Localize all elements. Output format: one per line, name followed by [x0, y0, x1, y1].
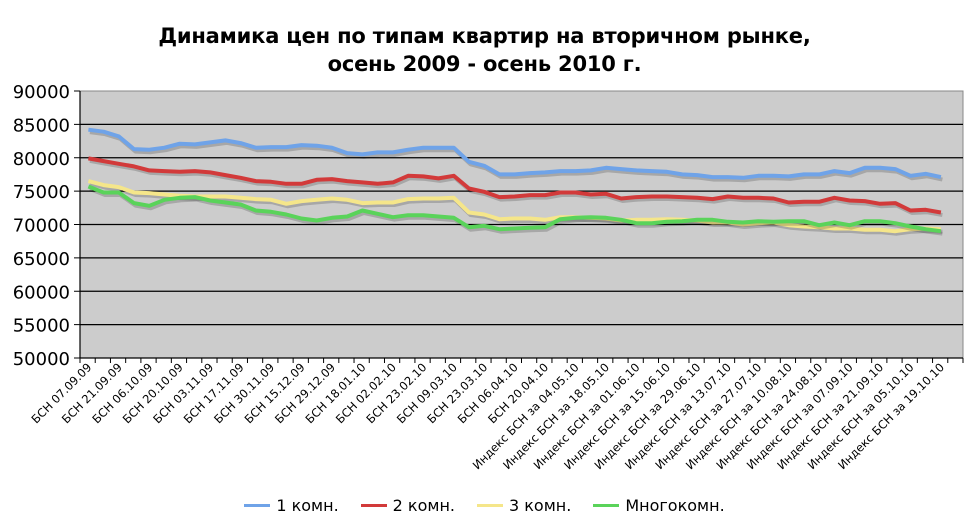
chart-title-line-2: осень 2009 - осень 2010 г.: [327, 52, 642, 76]
legend-swatch-red-icon: [360, 504, 387, 507]
y-tick-label: 65000: [13, 249, 70, 270]
series-line-2: [87, 179, 941, 234]
gridlines: [80, 123, 963, 326]
chart-title: Динамика цен по типам квартир на вторичн…: [0, 22, 969, 78]
y-tick-label: 60000: [13, 282, 70, 303]
y-tick-label: 90000: [13, 82, 70, 103]
legend-item-1-room: 1 комн.: [244, 496, 339, 515]
series-line-3: [87, 184, 942, 234]
chart-title-line-1: Динамика цен по типам квартир на вторичн…: [158, 24, 811, 48]
y-tick-label: 70000: [13, 216, 70, 237]
legend-label: 2 комн.: [392, 496, 455, 515]
y-tick-label: 55000: [13, 316, 70, 337]
series-line-1: [88, 156, 942, 215]
data-series: [87, 127, 943, 236]
legend-label: 1 комн.: [276, 496, 339, 515]
y-tick-label: 75000: [13, 182, 70, 203]
legend-item-multi-room: Многокомн.: [593, 496, 725, 515]
y-tick-label: 80000: [13, 149, 70, 170]
legend-item-2-room: 2 комн.: [360, 496, 455, 515]
legend-swatch-blue-icon: [244, 504, 271, 507]
legend-label: 3 комн.: [509, 496, 572, 515]
series-line-0: [88, 127, 942, 180]
y-axis: 90000 85000 80000 75000 70000 65000 60000 55000…: [13, 82, 81, 370]
legend-item-3-room: 3 комн.: [477, 496, 571, 515]
legend-swatch-yellow-icon: [477, 504, 503, 507]
legend-swatch-green-icon: [593, 504, 620, 507]
legend: 1 комн. 2 комн. 3 комн. Многокомн.: [0, 496, 969, 515]
legend-label: Многокомн.: [625, 496, 725, 515]
y-tick-label: 85000: [13, 115, 70, 136]
y-tick-label: 50000: [13, 349, 70, 370]
